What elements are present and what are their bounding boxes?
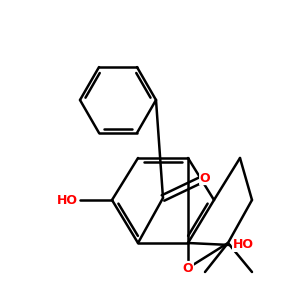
Text: HO: HO (232, 238, 254, 251)
Text: HO: HO (57, 194, 78, 206)
Text: O: O (183, 262, 193, 275)
Text: O: O (200, 172, 210, 184)
